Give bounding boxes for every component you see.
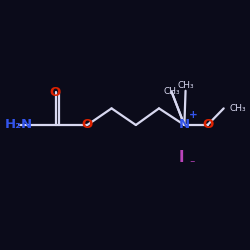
- Text: +: +: [189, 110, 198, 120]
- Text: O: O: [82, 118, 93, 132]
- Text: ⁻: ⁻: [190, 159, 195, 169]
- Text: CH₃: CH₃: [163, 88, 180, 96]
- Text: CH₃: CH₃: [230, 104, 246, 113]
- Text: CH₃: CH₃: [177, 82, 194, 90]
- Text: O: O: [49, 86, 60, 98]
- Text: I: I: [178, 150, 184, 166]
- Text: O: O: [202, 118, 213, 132]
- Text: H₂N: H₂N: [5, 118, 33, 132]
- Text: N: N: [179, 118, 190, 132]
